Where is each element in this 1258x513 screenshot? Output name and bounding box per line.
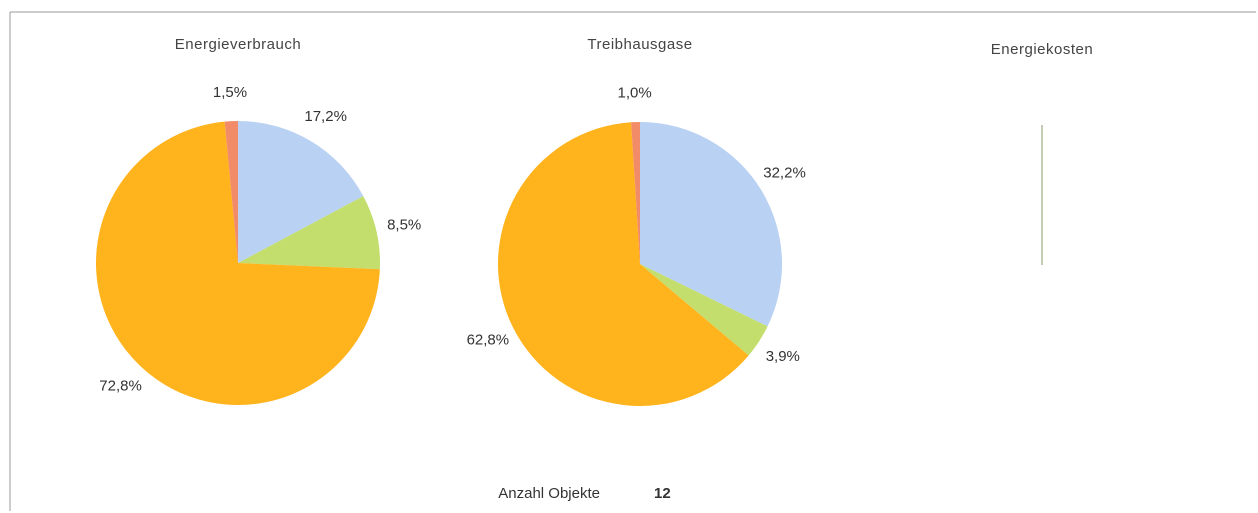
chart-title: Energieverbrauch xyxy=(175,36,301,53)
slice-label: 62,8% xyxy=(467,332,510,349)
pie-slice xyxy=(631,122,640,264)
slice-label: 1,5% xyxy=(213,84,247,101)
chart-title: Energiekosten xyxy=(991,41,1093,58)
slice-label: 72,8% xyxy=(99,377,142,394)
pie-slice xyxy=(224,121,238,263)
slice-label: 1,0% xyxy=(618,85,652,102)
pie-slice xyxy=(640,264,768,356)
chart-title: Treibhausgase xyxy=(587,36,692,53)
pie-slice xyxy=(640,122,783,327)
pie-slice xyxy=(238,196,380,270)
pie-slice xyxy=(497,122,749,407)
slice-label: 3,9% xyxy=(766,348,800,365)
slice-label: 32,2% xyxy=(763,165,806,182)
footer-value: 12 xyxy=(654,485,671,502)
slice-label: 17,2% xyxy=(304,108,347,125)
pie-slice xyxy=(238,121,364,263)
pie-slice xyxy=(95,121,380,406)
slice-label: 8,5% xyxy=(387,216,421,233)
footer-label: Anzahl Objekte xyxy=(498,485,600,502)
